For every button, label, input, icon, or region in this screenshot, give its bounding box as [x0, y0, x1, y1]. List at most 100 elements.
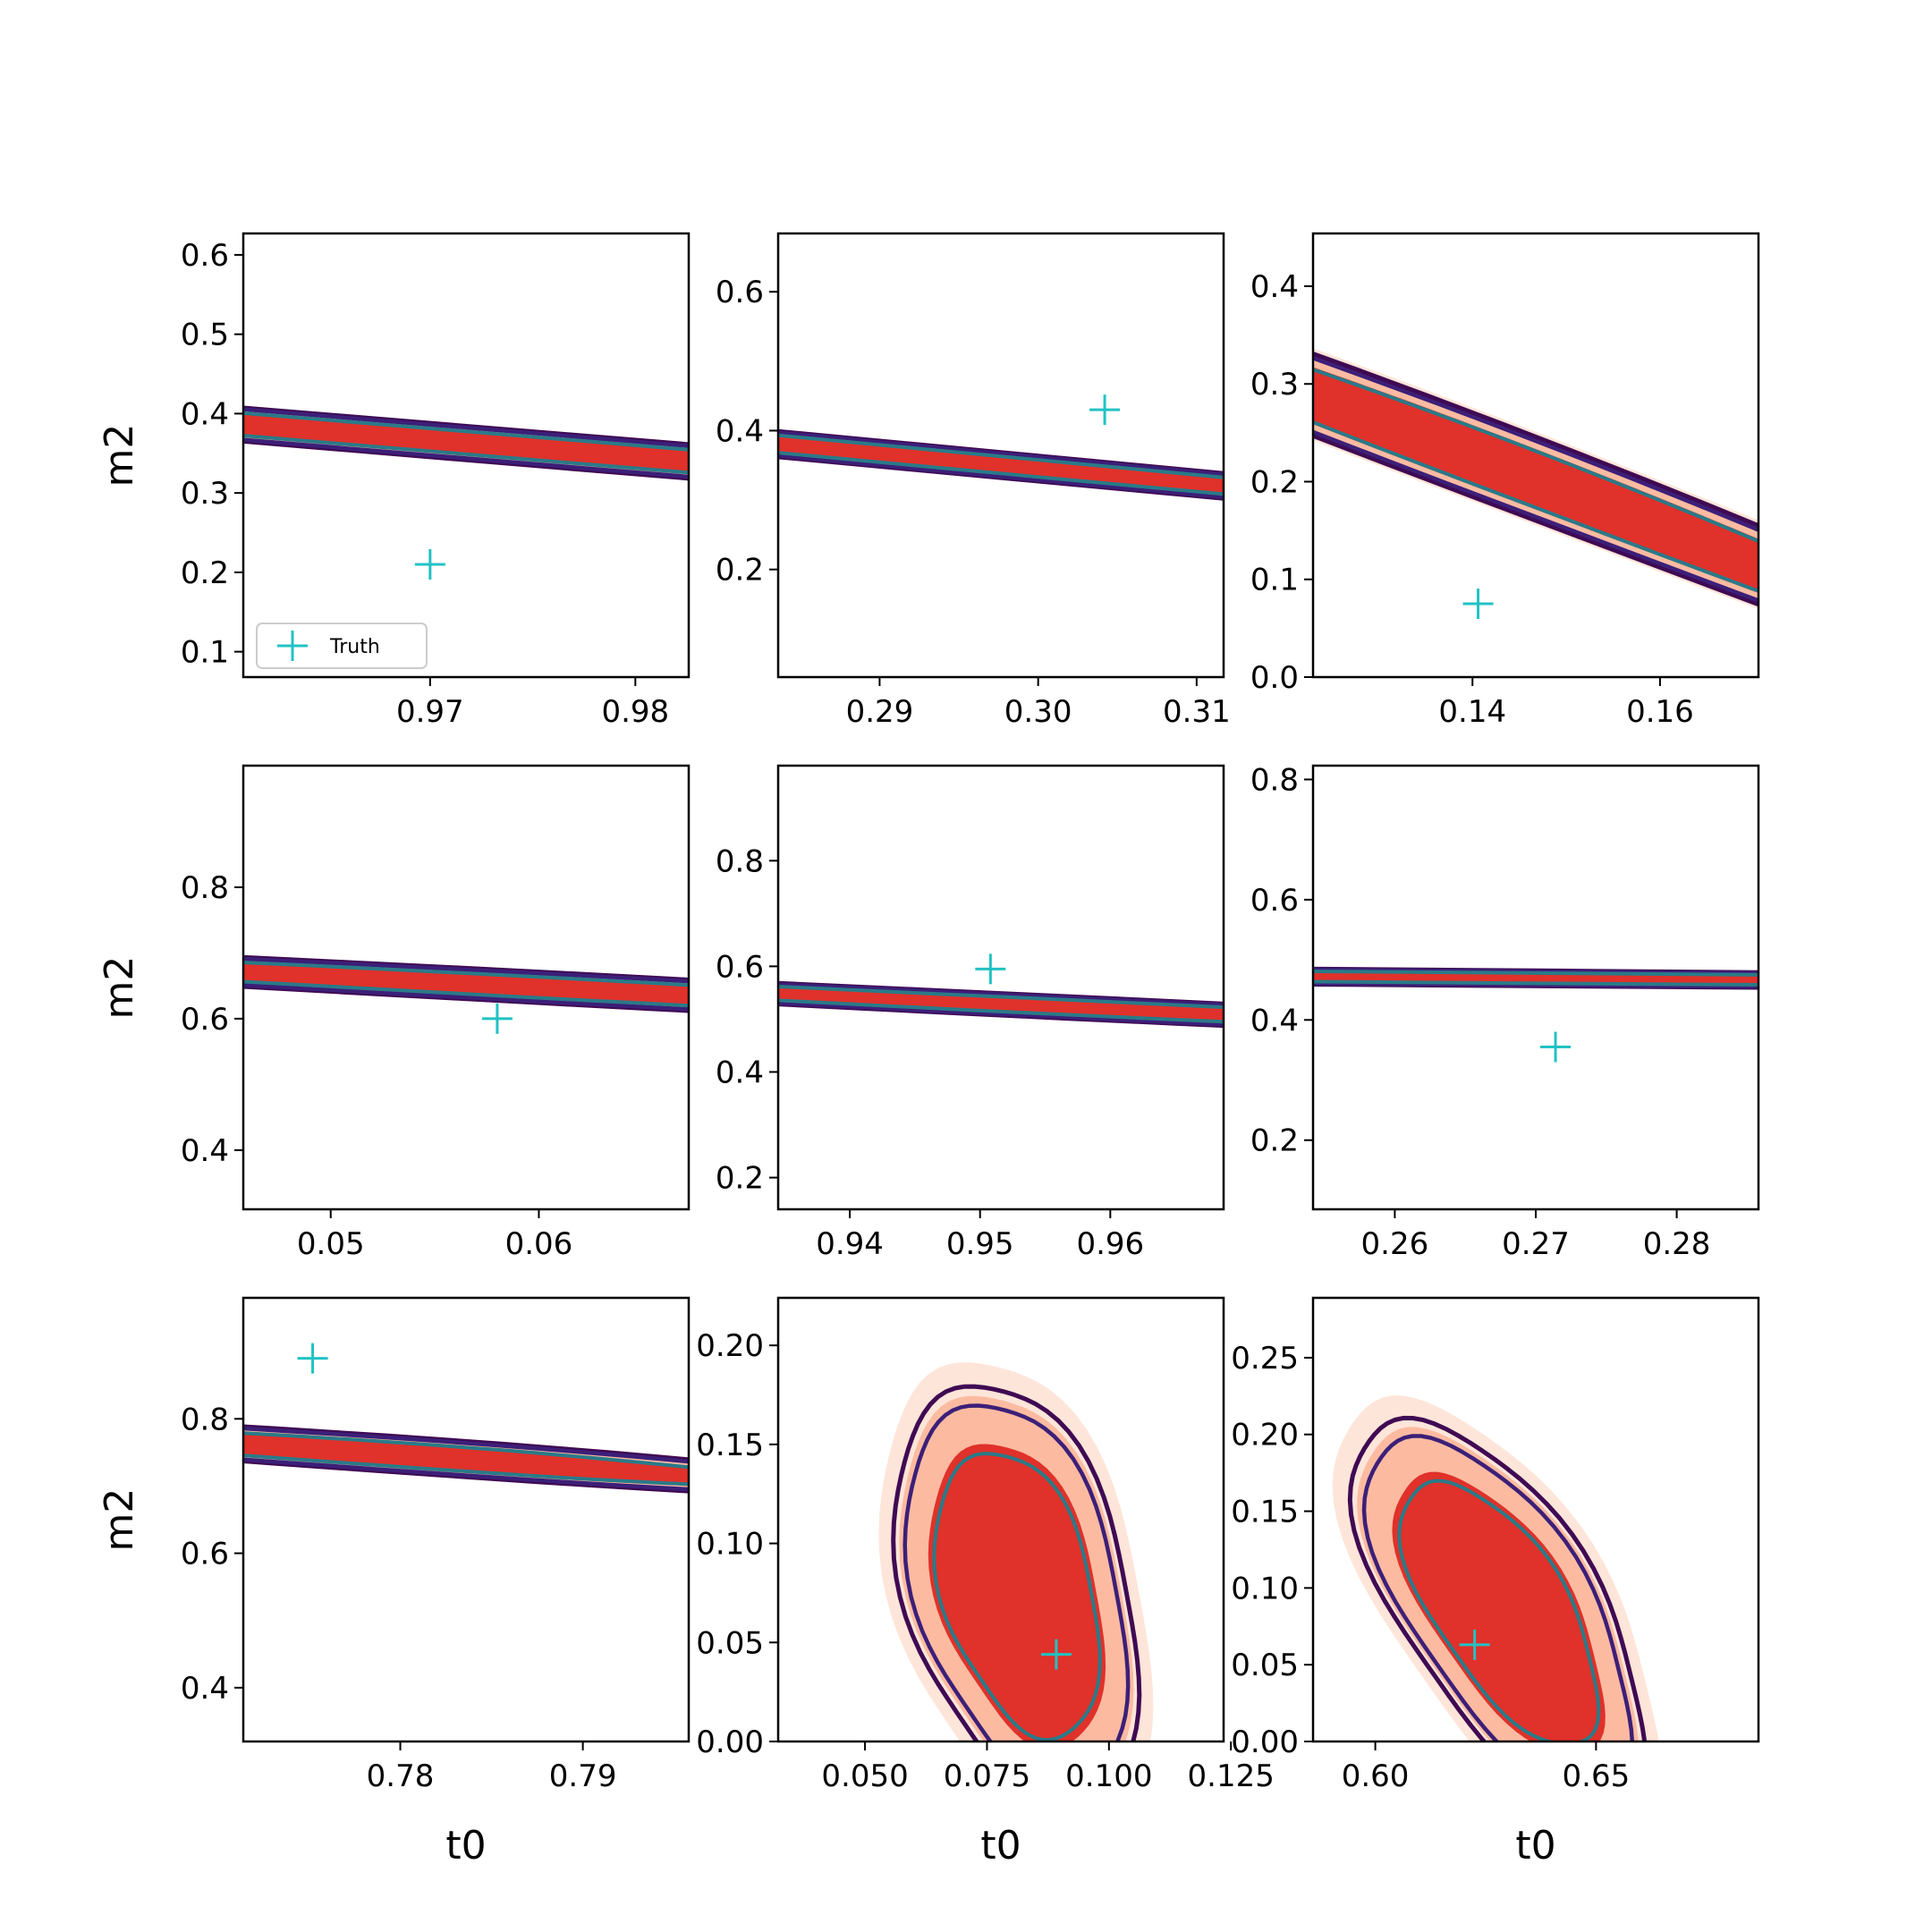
- x-tick-label: 0.27: [1502, 1226, 1570, 1262]
- panel-8: 0.050 0.075 0.100 0.125 0.00 0.05 0.10 0.15 0.20…: [696, 1296, 1275, 1868]
- y-tick-label: 0.20: [1231, 1418, 1299, 1453]
- x-tick-label: 0.125: [1188, 1758, 1275, 1794]
- x-tick-label: 0.30: [1004, 694, 1072, 730]
- contour-line-level-2: [1313, 967, 1758, 989]
- density-fill-level-3: [1392, 1471, 1606, 1741]
- y-tick-label: 0.00: [696, 1724, 764, 1760]
- plot-area: [1332, 1395, 1659, 1741]
- plot-area: [1313, 966, 1758, 1063]
- y-tick-label: 0.6: [181, 1537, 229, 1572]
- contour-line-level-3: [778, 985, 1224, 1024]
- axes-frame: [1311, 232, 1760, 679]
- axes-frame: [776, 764, 1225, 1211]
- x-tick-label: 0.06: [505, 1226, 573, 1262]
- x-axis-label: t0: [1515, 1823, 1555, 1868]
- y-tick-label: 0.4: [1250, 269, 1299, 305]
- x-tick-label: 0.95: [946, 1226, 1014, 1262]
- y-tick-label: 0.10: [1231, 1571, 1299, 1606]
- y-tick-label: 0.15: [1231, 1495, 1299, 1530]
- contour-line-level-1: [1313, 351, 1758, 607]
- truth-marker: [1540, 1031, 1572, 1063]
- contour-line-level-2: [1361, 1434, 1635, 1741]
- y-tick-label: 0.10: [696, 1527, 764, 1563]
- panel-4: 0.05 0.06 0.4 0.6 0.8 m2: [97, 764, 691, 1262]
- axes-frame: [776, 1296, 1225, 1743]
- plot-area: [243, 1343, 689, 1494]
- y-tick-label: 0.6: [181, 1002, 229, 1038]
- truth-marker: [1089, 394, 1121, 426]
- plot-area: [778, 394, 1224, 501]
- density-fill-level-3: [243, 962, 689, 1007]
- x-tick-label: 0.79: [549, 1758, 617, 1794]
- x-axis-label: t0: [980, 1823, 1021, 1868]
- truth-marker: [414, 549, 445, 580]
- truth-marker: [975, 953, 1006, 985]
- plot-area: [243, 405, 689, 580]
- y-tick-label: 0.8: [181, 870, 229, 906]
- truth-marker: [1459, 1629, 1490, 1660]
- y-tick-label: 0.3: [1250, 367, 1299, 402]
- truth-marker: [297, 1343, 328, 1374]
- panel-6: 0.26 0.27 0.28 0.2 0.4 0.6 0.8: [1250, 762, 1760, 1262]
- plot-area: [1313, 348, 1758, 620]
- density-fill-level-3: [243, 1432, 689, 1486]
- y-tick-label: 0.4: [716, 413, 764, 449]
- y-tick-label: 0.3: [181, 476, 229, 512]
- axes-frame: [242, 1296, 691, 1743]
- x-tick-label: 0.65: [1563, 1758, 1631, 1794]
- y-axis-label: m2: [97, 424, 142, 487]
- y-tick-label: 0.05: [696, 1625, 764, 1661]
- plot-area: [878, 1362, 1154, 1741]
- x-tick-label: 0.14: [1438, 694, 1506, 730]
- x-tick-label: 0.075: [944, 1758, 1030, 1794]
- contour-line-level-3: [1397, 1479, 1601, 1741]
- axes-frame: [242, 232, 691, 679]
- legend-box: [256, 623, 428, 669]
- y-tick-label: 0.2: [1250, 464, 1299, 500]
- density-fill-level-3: [243, 412, 689, 474]
- y-tick-label: 0.2: [1250, 1123, 1299, 1159]
- panel-3: 0.14 0.16 0.0 0.1 0.2 0.3 0.4: [1250, 232, 1760, 730]
- y-tick-label: 0.8: [181, 1402, 229, 1437]
- y-tick-label: 0.25: [1231, 1341, 1299, 1377]
- contour-line-level-2: [1313, 356, 1758, 603]
- y-tick-label: 0.1: [181, 635, 229, 671]
- x-tick-label: 0.98: [601, 694, 669, 730]
- x-tick-label: 0.60: [1342, 1758, 1410, 1794]
- truth-marker: [1462, 589, 1494, 620]
- panel-7: 0.78 0.79 0.4 0.6 0.8 m2 t0: [97, 1296, 691, 1868]
- legend: Truth: [256, 623, 428, 669]
- y-tick-label: 0.6: [716, 275, 764, 310]
- panel-9: 0.60 0.65 0.00 0.05 0.10 0.15 0.20 0.25 t0: [1231, 1296, 1760, 1868]
- y-tick-label: 0.4: [716, 1055, 764, 1090]
- y-tick-label: 0.05: [1231, 1648, 1299, 1683]
- x-tick-label: 0.100: [1065, 1758, 1152, 1794]
- y-tick-label: 0.0: [1250, 660, 1299, 696]
- plot-area: [243, 954, 689, 1034]
- x-tick-label: 0.78: [367, 1758, 435, 1794]
- y-tick-label: 0.6: [1250, 883, 1299, 919]
- x-tick-label: 0.05: [297, 1226, 365, 1262]
- y-tick-label: 0.15: [696, 1428, 764, 1463]
- density-fill-level-2: [1313, 355, 1758, 603]
- truth-marker: [481, 1003, 513, 1034]
- contour-line-level-2: [243, 956, 689, 1012]
- contour-line-level-3: [1313, 368, 1758, 593]
- panel-5: 0.94 0.95 0.96 0.2 0.4 0.6 0.8: [716, 764, 1225, 1262]
- density-fill-level-3: [778, 435, 1224, 496]
- legend-label: Truth: [329, 636, 380, 658]
- x-tick-label: 0.97: [396, 694, 464, 730]
- panel-2: 0.29 0.30 0.31 0.2 0.4 0.6: [716, 232, 1231, 730]
- axes-frame: [776, 232, 1225, 679]
- y-tick-label: 0.6: [716, 949, 764, 985]
- y-axis-label: m2: [97, 1488, 142, 1552]
- axes-frame: [1311, 1296, 1760, 1743]
- density-fill-level-3: [778, 986, 1224, 1022]
- contour-line-level-3: [243, 961, 689, 1008]
- y-tick-label: 0.2: [716, 1161, 764, 1197]
- contour-line-level-2: [902, 1403, 1131, 1741]
- axes-frame: [242, 764, 691, 1211]
- x-axis-label: t0: [445, 1823, 486, 1868]
- x-tick-label: 0.050: [821, 1758, 908, 1794]
- y-tick-label: 0.4: [1250, 1003, 1299, 1038]
